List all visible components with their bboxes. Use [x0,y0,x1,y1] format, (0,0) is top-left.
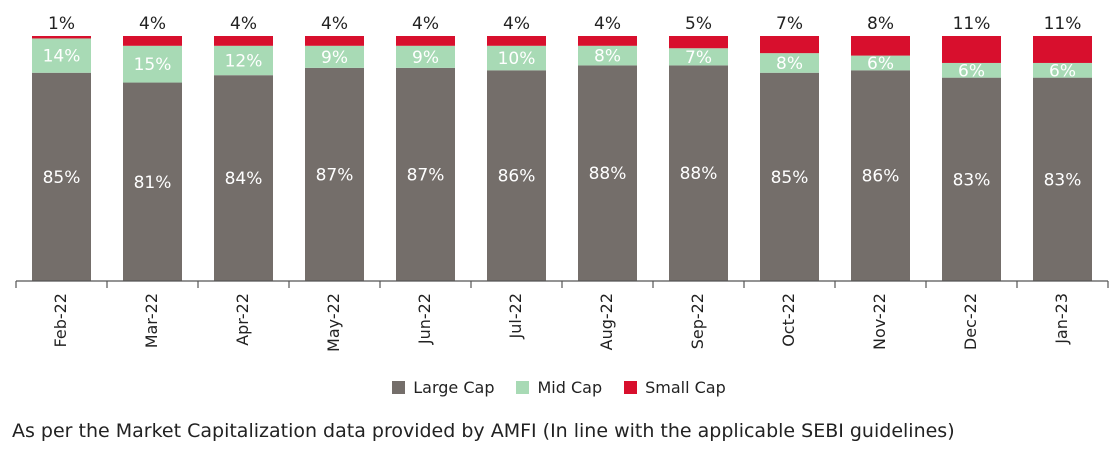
legend-swatch-large-cap [392,381,406,394]
data-label-large-cap: 85% [771,168,809,188]
bar-mid-cap-dec-22 [942,62,1001,78]
x-tick-label: Feb-22 [51,293,70,347]
data-label-mid-cap: 15% [134,55,172,75]
legend-item-large-cap: Large Cap [392,378,494,397]
bar-large-cap-oct-22 [760,72,819,281]
bar-small-cap-nov-22 [851,36,910,56]
data-label-large-cap: 83% [953,170,991,190]
data-label-small-cap: 1% [48,14,75,34]
x-tick-label: May-22 [324,293,343,352]
bar-small-cap-sep-22 [669,36,728,49]
data-label-small-cap: 4% [321,14,348,34]
data-label-large-cap: 86% [498,167,536,187]
data-label-mid-cap: 12% [225,52,263,72]
bar-large-cap-mar-22 [123,82,182,281]
bar-mid-cap-jun-22 [396,45,455,68]
bar-mid-cap-may-22 [305,45,364,68]
data-label-large-cap: 88% [589,164,627,184]
bar-mid-cap-jan-23 [1033,62,1092,78]
bar-mid-cap-nov-22 [851,55,910,71]
data-label-mid-cap: 8% [594,47,621,67]
x-tick-label: Jan-23 [1052,293,1071,345]
chart-legend: Large Cap Mid Cap Small Cap [0,378,1118,397]
data-label-small-cap: 4% [594,14,621,34]
legend-swatch-small-cap [624,381,638,394]
x-tick-label: Oct-22 [779,293,798,347]
bar-mid-cap-feb-22 [32,38,91,73]
x-tick-label: Aug-22 [597,293,616,350]
bar-small-cap-dec-22 [942,36,1001,63]
data-label-mid-cap: 6% [867,54,894,74]
x-tick-label: Dec-22 [961,293,980,350]
legend-label-small-cap: Small Cap [645,378,726,397]
bar-small-cap-jun-22 [396,36,455,46]
data-label-small-cap: 4% [230,14,257,34]
bar-small-cap-aug-22 [578,36,637,46]
legend-item-mid-cap: Mid Cap [516,378,602,397]
bar-mid-cap-sep-22 [669,48,728,66]
data-label-large-cap: 88% [680,164,718,184]
bar-large-cap-dec-22 [942,77,1001,282]
bar-large-cap-aug-22 [578,65,637,282]
data-label-small-cap: 8% [867,14,894,34]
legend-item-small-cap: Small Cap [624,378,726,397]
x-tick-label: Mar-22 [142,293,161,348]
bar-small-cap-jan-23 [1033,36,1092,63]
bar-large-cap-jan-23 [1033,77,1092,282]
bar-small-cap-may-22 [305,36,364,46]
bar-small-cap-feb-22 [32,36,91,39]
bar-large-cap-sep-22 [669,65,728,282]
data-label-small-cap: 11% [953,14,991,34]
x-tick-label: Jul-22 [506,293,525,339]
stacked-bar-chart: 85% 14% 1% 81% 15% 4% 84% 12% 4% 87% 9% 4% 87% 9% 4% 86… [15,14,1109,352]
legend-label-large-cap: Large Cap [413,378,495,397]
data-label-small-cap: 7% [776,14,803,34]
bar-mid-cap-oct-22 [760,53,819,73]
x-tick-label: Jun-22 [415,293,434,345]
data-label-small-cap: 4% [412,14,439,34]
bar-large-cap-jun-22 [396,67,455,281]
data-label-large-cap: 83% [1044,170,1082,190]
bar-mid-cap-jul-22 [487,45,546,71]
bar-mid-cap-mar-22 [123,45,182,83]
data-label-small-cap: 5% [685,14,712,34]
bar-mid-cap-apr-22 [214,45,273,76]
bars-group: 85% 14% 1% 81% 15% 4% 84% 12% 4% 87% 9% 4% 87% 9% 4% 86… [32,14,1092,282]
data-label-small-cap: 4% [139,14,166,34]
x-tick-label: Nov-22 [870,293,889,350]
bar-small-cap-apr-22 [214,36,273,46]
bar-large-cap-feb-22 [32,72,91,281]
footnote: As per the Market Capitalization data pr… [12,420,955,442]
bar-small-cap-jul-22 [487,36,546,46]
legend-swatch-mid-cap [516,381,530,394]
data-label-large-cap: 86% [862,167,900,187]
data-label-mid-cap: 9% [412,48,439,68]
bar-large-cap-jul-22 [487,70,546,281]
legend-label-mid-cap: Mid Cap [537,378,603,397]
data-label-large-cap: 85% [43,168,81,188]
x-axis-ticks [15,281,1109,288]
bar-small-cap-mar-22 [123,36,182,46]
data-label-mid-cap: 6% [1049,61,1076,81]
data-label-small-cap: 11% [1044,14,1082,34]
data-label-large-cap: 87% [407,165,445,185]
x-tick-label: Sep-22 [688,293,707,349]
bar-small-cap-oct-22 [760,36,819,54]
data-label-large-cap: 87% [316,165,354,185]
bar-large-cap-nov-22 [851,70,910,281]
bar-mid-cap-aug-22 [578,45,637,66]
data-label-mid-cap: 8% [776,54,803,74]
bar-large-cap-may-22 [305,67,364,281]
data-label-mid-cap: 9% [321,48,348,68]
x-tick-label: Apr-22 [233,293,252,346]
data-label-small-cap: 4% [503,14,530,34]
data-label-mid-cap: 14% [43,47,81,67]
data-label-large-cap: 81% [134,173,172,193]
data-label-mid-cap: 6% [958,61,985,81]
x-axis-labels: Feb-22 Mar-22 Apr-22 May-22 Jun-22 Jul-22 Aug-… [51,293,1071,352]
bar-large-cap-apr-22 [214,75,273,281]
data-label-mid-cap: 7% [685,48,712,68]
data-label-large-cap: 84% [225,169,263,189]
data-label-mid-cap: 10% [498,49,536,69]
